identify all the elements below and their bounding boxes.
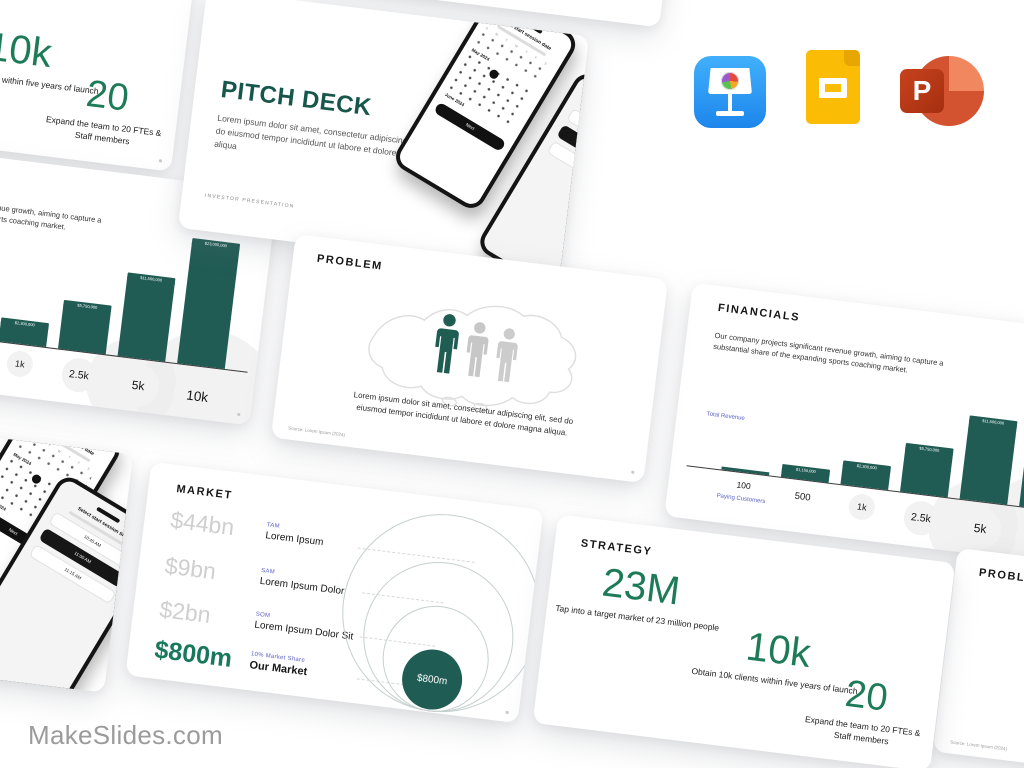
brand-watermark[interactable]: MakeSlides.com [28,720,223,750]
market-row-som-label: SOM Lorem Ipsum Dolor Sit [254,612,355,643]
slide-title: STRATEGY [580,537,654,559]
selected-date[interactable] [488,67,501,81]
market-value: $44bn [169,506,236,541]
x-tick: 500 [794,490,812,504]
slide-title: MARKET [175,483,234,502]
selected-date[interactable] [30,472,44,486]
keynote-pie [719,70,741,92]
x-tick-bubble: 1k [847,492,877,522]
source-note: Source: Lorem Ipsum (2024) [287,425,346,438]
slide-market[interactable]: MARKET $44bn TAM Lorem Ipsum $9bn SAM Lo… [125,461,544,724]
keynote-base [716,111,744,116]
stat-20: 20 Expand the team to 20 FTEs & Staff me… [36,67,176,152]
phone-notch [61,422,86,440]
market-row-tam: $44bn [169,507,236,542]
person-icon [466,322,489,378]
market-row-our-label: 10% Market Share Our Market [249,651,309,678]
y-axis-label: Total Revenue [706,411,746,422]
keynote-icon[interactable] [694,56,766,128]
bar-5k [117,276,175,362]
market-value: $9bn [163,552,218,585]
powerpoint-tile: P [900,69,944,113]
powerpoint-letter: P [912,75,932,106]
market-row-sam: $9bn [163,552,217,585]
slide-body: Our company projects significant revenue… [0,188,103,232]
keynote-screen [708,68,752,94]
format-icons: P [690,44,990,134]
x-tick-bubble: 1k [5,349,35,379]
slide-financials[interactable]: FINANCIALS Our company projects signific… [664,282,1024,569]
slide-cover[interactable]: PITCH DECK Lorem ipsum dolor sit amet, c… [177,0,590,275]
person-icon [496,328,518,383]
fold-corner [844,50,860,66]
slide-title: FINANCIALS [717,301,801,324]
stat-20: 20 Expand the team to 20 FTEs & Staff me… [795,667,935,752]
time-option[interactable]: 11:15 AM [546,140,590,192]
source-note: Source: Lorem Ipsum (2024) [949,739,1008,752]
bar-10k [1019,385,1024,512]
person-icon-highlight [435,314,459,374]
slide-strategy-partial[interactable]: STRATEGY 23M Tap into a target market of… [0,0,197,172]
page-number [631,470,635,474]
x-axis-label: Paying Customers [716,493,766,506]
page-number [158,159,163,163]
slide-body: Our company projects significant revenue… [712,330,945,375]
slide-problem[interactable]: PROBLEM Lorem ipsum dolor sit amet, cons… [270,233,669,484]
x-tick: 100 [735,479,752,492]
powerpoint-icon[interactable]: P [900,54,984,132]
market-value: $2bn [158,595,213,628]
market-row-som: $2bn [158,596,212,629]
slide-strategy[interactable]: STRATEGY 23M Tap into a target market of… [532,514,956,768]
market-row-sam-label: SAM Lorem Ipsum Dolor [259,568,346,597]
slide-frame [819,78,847,98]
slide-phones-partial[interactable]: Select start session date S M T W T F S … [0,403,134,693]
slide-title: PROBLEM [316,252,384,273]
keynote-stem [728,94,732,112]
phone-subtext [584,105,590,139]
google-slides-icon[interactable] [806,49,861,124]
market-row-tam-label: TAM Lorem Ipsum [265,522,325,548]
slide-frame-inner [825,84,841,92]
our-market-circle-label: $800m [416,672,448,687]
map-outline [368,305,577,413]
page-number [505,710,509,715]
slide-title: PROBLEM [978,566,1024,587]
page-number [237,412,241,417]
cover-footer: INVESTOR PRESENTATION [204,192,295,210]
bar-5k [959,419,1017,505]
market-row-our: $800m [153,636,234,674]
market-value: $800m [153,635,234,673]
